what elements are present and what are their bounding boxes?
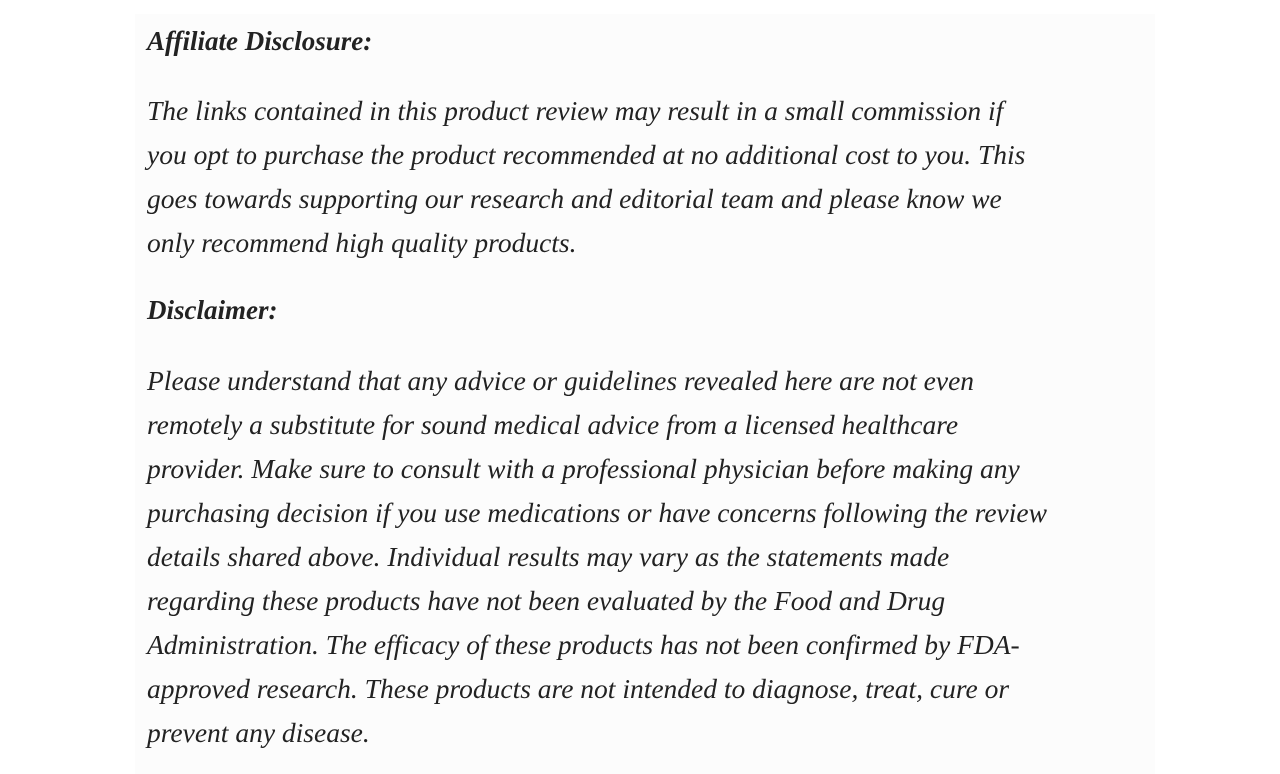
- text-line: provider. Make sure to consult with a pr…: [147, 453, 1020, 484]
- content-panel: [135, 14, 1155, 774]
- text-line: approved research. These products are no…: [147, 673, 1010, 704]
- affiliate-disclosure-text: The links contained in this product revi…: [147, 89, 1025, 265]
- text-line: only recommend high quality products.: [147, 227, 577, 258]
- text-line: regarding these products have not been e…: [147, 585, 946, 616]
- affiliate-disclosure-heading: Affiliate Disclosure:: [147, 26, 373, 56]
- text-line: details shared above. Individual results…: [147, 541, 950, 572]
- text-line: goes towards supporting our research and…: [147, 183, 1002, 214]
- text-line: The links contained in this product revi…: [147, 95, 1004, 126]
- text-line: you opt to purchase the product recommen…: [147, 139, 1026, 170]
- text-line: Please understand that any advice or gui…: [147, 365, 975, 396]
- text-line: prevent any disease.: [147, 717, 370, 748]
- text-line: purchasing decision if you use medicatio…: [147, 497, 1047, 528]
- disclaimer-heading: Disclaimer:: [147, 295, 278, 325]
- text-line: Administration. The efficacy of these pr…: [147, 629, 1020, 660]
- text-line: remotely a substitute for sound medical …: [147, 409, 959, 440]
- disclaimer-text: Please understand that any advice or gui…: [147, 359, 1047, 755]
